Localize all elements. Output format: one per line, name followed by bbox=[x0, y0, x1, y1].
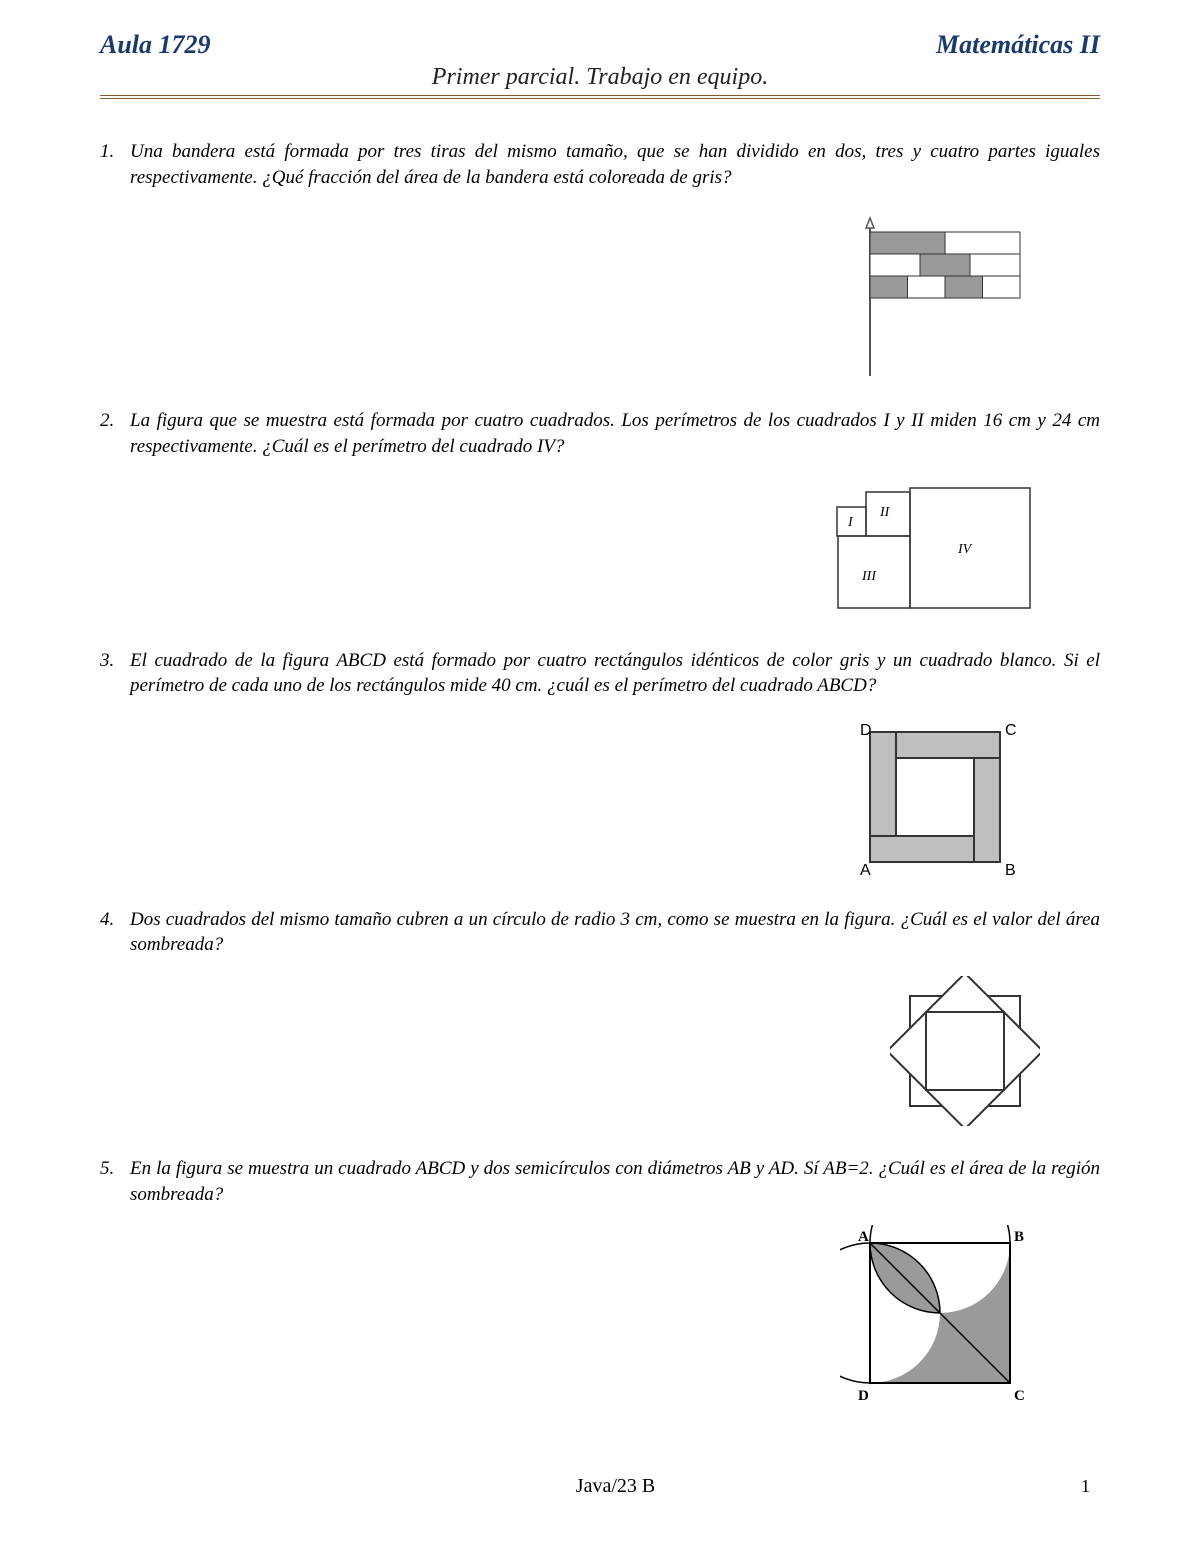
svg-text:C: C bbox=[1005, 722, 1017, 739]
problem-1: 1. Una bandera está formada por tres tir… bbox=[100, 139, 1100, 190]
figure-3: D C A B bbox=[100, 717, 1100, 877]
page-footer: Java/23 B 1 bbox=[100, 1475, 1100, 1498]
figure-5: A B D C bbox=[100, 1225, 1100, 1415]
svg-text:I: I bbox=[847, 515, 854, 530]
page-header: Aula 1729 Matemáticas II bbox=[100, 30, 1100, 60]
svg-text:II: II bbox=[879, 505, 891, 520]
figure-2: I II III IV bbox=[100, 478, 1100, 618]
svg-text:C: C bbox=[1014, 1388, 1025, 1404]
svg-text:IV: IV bbox=[957, 542, 973, 557]
problem-text: En la figura se muestra un cuadrado ABCD… bbox=[130, 1156, 1100, 1207]
footer-center: Java/23 B bbox=[150, 1475, 1081, 1498]
svg-text:B: B bbox=[1005, 862, 1016, 877]
problem-4: 4. Dos cuadrados del mismo tamaño cubren… bbox=[100, 907, 1100, 958]
svg-text:B: B bbox=[1014, 1229, 1024, 1245]
problem-text: La figura que se muestra está formada po… bbox=[130, 408, 1100, 459]
svg-text:A: A bbox=[860, 862, 871, 877]
header-divider bbox=[100, 95, 1100, 99]
svg-text:III: III bbox=[861, 569, 877, 584]
problem-number: 2. bbox=[100, 408, 130, 459]
problem-number: 4. bbox=[100, 907, 130, 958]
page-subtitle: Primer parcial. Trabajo en equipo. bbox=[100, 64, 1100, 91]
svg-text:D: D bbox=[860, 722, 872, 739]
header-left: Aula 1729 bbox=[100, 30, 211, 60]
page-number: 1 bbox=[1081, 1476, 1090, 1497]
problem-text: El cuadrado de la figura ABCD está forma… bbox=[130, 648, 1100, 699]
problem-5: 5. En la figura se muestra un cuadrado A… bbox=[100, 1156, 1100, 1207]
problem-2: 2. La figura que se muestra está formada… bbox=[100, 408, 1100, 459]
problem-number: 5. bbox=[100, 1156, 130, 1207]
svg-text:A: A bbox=[858, 1229, 869, 1245]
problem-text: Dos cuadrados del mismo tamaño cubren a … bbox=[130, 907, 1100, 958]
problem-3: 3. El cuadrado de la figura ABCD está fo… bbox=[100, 648, 1100, 699]
figure-1 bbox=[100, 208, 1100, 378]
problem-number: 3. bbox=[100, 648, 130, 699]
figure-4 bbox=[100, 976, 1100, 1126]
problem-number: 1. bbox=[100, 139, 130, 190]
svg-text:D: D bbox=[858, 1388, 869, 1404]
problem-text: Una bandera está formada por tres tiras … bbox=[130, 139, 1100, 190]
header-right: Matemáticas II bbox=[936, 30, 1100, 60]
